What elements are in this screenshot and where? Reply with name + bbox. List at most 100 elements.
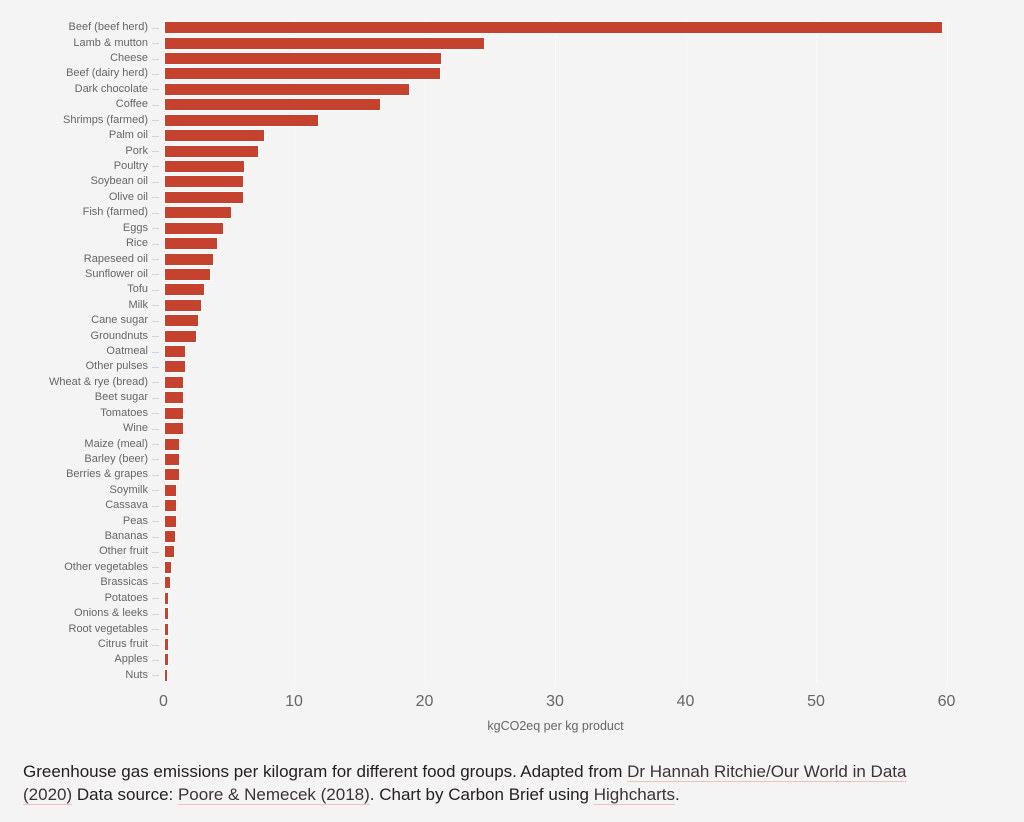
bar[interactable] [163, 452, 180, 466]
bar[interactable] [163, 391, 184, 405]
bar[interactable] [163, 514, 178, 528]
bar[interactable] [163, 530, 176, 544]
category-label: Apples [114, 653, 148, 666]
category-tick [152, 598, 159, 599]
bar[interactable] [163, 283, 205, 297]
category-tick [152, 660, 159, 661]
bar[interactable] [163, 98, 381, 112]
category-tick [152, 444, 159, 445]
bar[interactable] [163, 638, 170, 651]
category-tick [152, 459, 159, 460]
bar[interactable] [163, 52, 443, 66]
category-tick [152, 197, 159, 198]
link-highcharts[interactable]: Highcharts [593, 785, 676, 804]
category-tick [152, 105, 159, 106]
category-tick [152, 552, 159, 553]
category-tick [152, 490, 159, 491]
category-label: Soybean oil [90, 175, 149, 188]
category-tick [152, 413, 159, 414]
bar[interactable] [163, 159, 246, 173]
category-label: Other fruit [99, 545, 148, 558]
link-our-world-in-data-year[interactable]: (2020) [23, 785, 73, 804]
bar[interactable] [163, 560, 173, 574]
category-tick [152, 274, 159, 275]
category-label: Shrimps (farmed) [63, 113, 148, 126]
category-tick [152, 675, 159, 676]
link-our-world-in-data[interactable]: Dr Hannah Ritchie/Our World in Data [627, 762, 907, 781]
bar[interactable] [163, 437, 180, 451]
bar[interactable] [163, 499, 178, 513]
category-tick [152, 59, 159, 60]
category-tick [152, 259, 159, 260]
bar[interactable] [163, 67, 441, 81]
category-label: Cane sugar [91, 314, 148, 327]
bar[interactable] [163, 190, 244, 204]
bar[interactable] [163, 252, 214, 266]
bar[interactable] [163, 483, 178, 497]
caption-text: Data source: [72, 785, 178, 804]
category-label: Beef (dairy herd) [66, 67, 148, 80]
x-axis-tick-label: 30 [546, 693, 564, 710]
bar[interactable] [163, 622, 170, 636]
bar[interactable] [163, 468, 180, 482]
bar[interactable] [163, 206, 233, 220]
bar[interactable] [163, 175, 244, 189]
bar-chart: 0 10 20 30 40 50 60 Beef (beef herd) Lamb & mutt… [49, 20, 956, 733]
category-tick [152, 583, 159, 584]
bar[interactable] [163, 653, 170, 667]
category-tick [152, 537, 159, 538]
category-tick [152, 352, 159, 353]
bar[interactable] [163, 221, 225, 235]
x-axis-title: kgCO2eq per kg product [487, 719, 624, 733]
category-tick [152, 151, 159, 152]
category-tick [152, 629, 159, 630]
category-label: Poultry [113, 159, 148, 172]
category-label: Barley (beer) [84, 452, 148, 465]
category-tick [152, 182, 159, 183]
category-tick [152, 43, 159, 44]
bar[interactable] [163, 360, 187, 374]
bar[interactable] [163, 237, 218, 251]
category-tick [152, 429, 159, 430]
category-tick [152, 28, 159, 29]
category-tick [152, 290, 159, 291]
category-label: Pork [125, 144, 148, 157]
bar[interactable] [163, 422, 184, 436]
bar[interactable] [163, 36, 486, 50]
category-tick [152, 382, 159, 383]
bar[interactable] [163, 329, 197, 343]
bar[interactable] [163, 82, 410, 96]
category-label: Nuts [125, 668, 148, 681]
bar[interactable] [163, 668, 169, 682]
bar[interactable] [163, 113, 320, 127]
category-label: Citrus fruit [97, 638, 148, 650]
category-label: Potatoes [104, 591, 148, 604]
category-label: Rapeseed oil [83, 252, 148, 265]
bar[interactable] [163, 267, 212, 281]
bar[interactable] [163, 345, 187, 359]
category-label: Lamb & mutton [73, 36, 148, 49]
bar[interactable] [163, 576, 171, 590]
category-tick [152, 521, 159, 522]
bar[interactable] [163, 545, 175, 559]
bar[interactable] [163, 406, 184, 420]
category-label: Cassava [105, 499, 148, 512]
category-label: Root vegetables [68, 622, 149, 635]
gridline [946, 20, 948, 684]
bar[interactable] [163, 314, 200, 328]
bar[interactable] [163, 21, 944, 35]
bar[interactable] [163, 591, 170, 605]
gridline [685, 20, 687, 684]
bar[interactable] [163, 607, 170, 621]
category-tick [152, 120, 159, 121]
link-poore-nemecek[interactable]: Poore & Nemecek (2018) [177, 785, 370, 804]
category-tick [152, 244, 159, 245]
category-label: Rice [125, 237, 148, 250]
caption: Greenhouse gas emissions per kilogram fo… [23, 760, 1023, 806]
bar[interactable] [163, 298, 203, 312]
bar[interactable] [163, 375, 184, 389]
caption-text: Greenhouse gas emissions per kilogram fo… [23, 762, 628, 781]
x-axis-tick-label: 60 [937, 693, 956, 710]
bar[interactable] [163, 144, 260, 158]
bar[interactable] [163, 129, 265, 143]
